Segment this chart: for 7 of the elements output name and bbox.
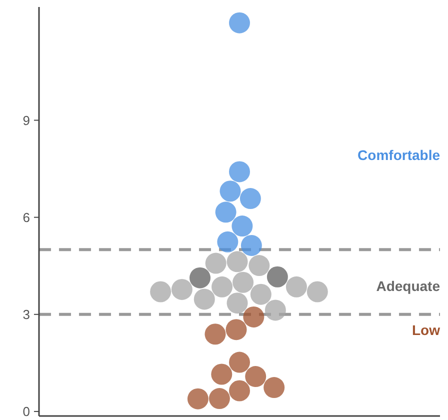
text: Comfortable [358, 146, 440, 163]
y-tick-label: 3 [22, 306, 30, 322]
y-tick-label: 6 [22, 210, 30, 225]
y-tick-label: 0 [22, 404, 30, 420]
text: Adequate [376, 278, 440, 294]
text: Low [412, 322, 440, 338]
y-tick-label: 9 [22, 112, 30, 128]
